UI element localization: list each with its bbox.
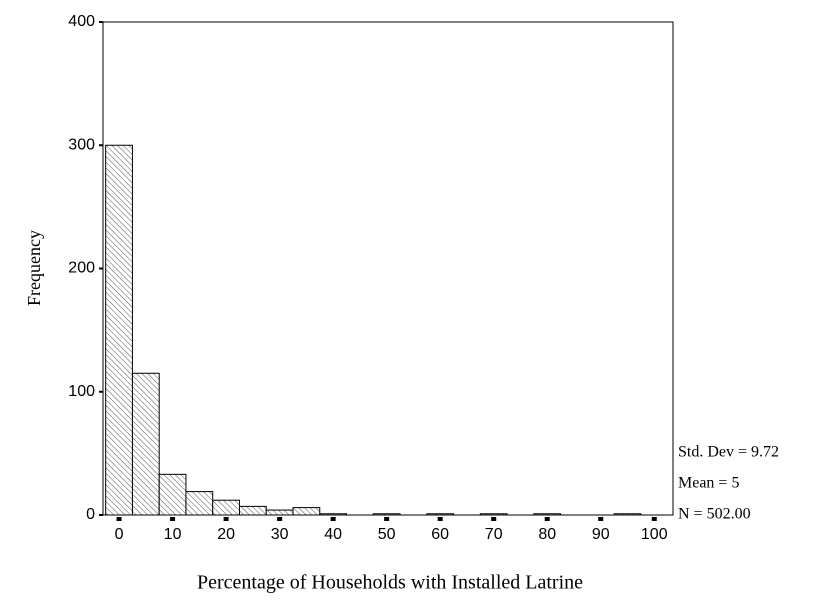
x-tick-label: 10	[164, 526, 182, 543]
stats-annotation: Mean = 5	[678, 475, 739, 492]
x-tick	[598, 517, 604, 521]
x-tick-label: 70	[485, 526, 503, 543]
x-tick	[651, 517, 657, 521]
bar	[265, 509, 294, 516]
y-tick-label: 100	[68, 383, 95, 400]
bar	[292, 507, 321, 516]
x-tick-label: 40	[324, 526, 342, 543]
y-axis-label: Frequency	[24, 230, 44, 306]
bar	[158, 473, 187, 516]
bar	[533, 513, 562, 516]
y-tick-label: 300	[68, 136, 95, 153]
x-tick-label: 50	[378, 526, 396, 543]
bar	[212, 499, 240, 516]
x-tick-label: 60	[431, 526, 449, 543]
x-tick	[116, 517, 122, 521]
y-tick-label: 0	[86, 506, 95, 523]
x-tick-label: 20	[217, 526, 235, 543]
y-tick-label: 200	[68, 260, 95, 277]
x-tick-label: 0	[115, 526, 124, 543]
x-tick	[437, 517, 443, 521]
stats-annotation: N = 502.00	[678, 506, 751, 523]
bar	[372, 513, 401, 516]
x-tick	[384, 517, 390, 521]
bar	[319, 513, 348, 516]
x-tick	[223, 517, 229, 521]
x-tick	[170, 517, 176, 521]
bar	[238, 505, 267, 516]
x-tick	[491, 517, 497, 521]
y-tick-label: 400	[68, 13, 95, 30]
bar	[479, 513, 508, 516]
bar	[426, 513, 455, 516]
x-axis-label: Percentage of Households with Installed …	[197, 572, 583, 594]
bar	[185, 491, 214, 516]
bar	[105, 144, 133, 516]
x-tick	[330, 517, 336, 521]
stats-annotation: Std. Dev = 9.72	[678, 444, 779, 461]
x-tick-label: 90	[592, 526, 610, 543]
x-tick-label: 30	[271, 526, 289, 543]
plot-frame	[102, 21, 674, 516]
bar	[131, 372, 160, 516]
bar	[613, 513, 642, 516]
x-tick-label: 80	[538, 526, 556, 543]
x-tick	[277, 517, 283, 521]
x-tick	[544, 517, 550, 521]
x-tick-label: 100	[641, 526, 668, 543]
